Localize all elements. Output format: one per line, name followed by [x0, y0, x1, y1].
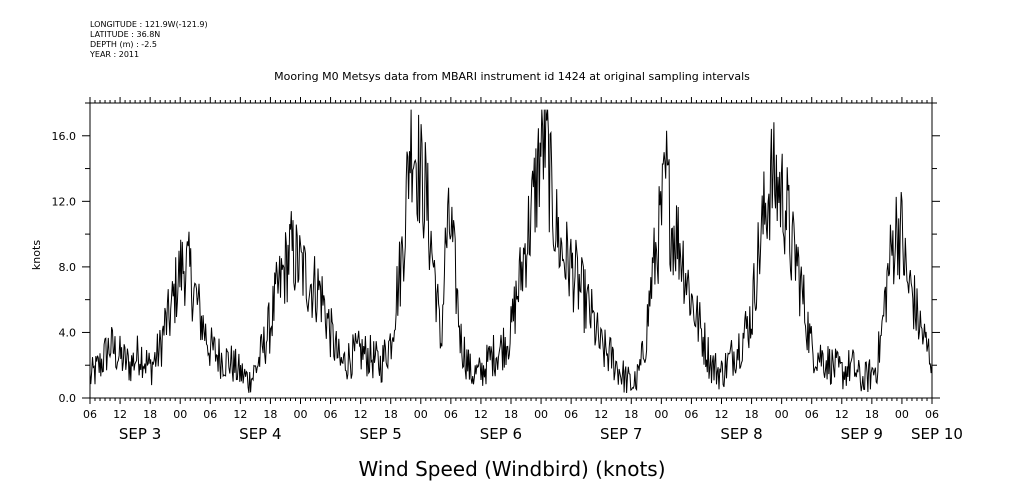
x-date-label: SEP 10 [911, 425, 963, 443]
x-date-label: SEP 3 [119, 425, 161, 443]
x-tick-label: 18 [143, 408, 157, 421]
axes-group: 06 12 18 00 06 12 18 00 06 12 18 00 06 12 18 00 06 12 18 00… [52, 97, 963, 443]
x-tick-label: 12 [233, 408, 247, 421]
x-tick-label: 06 [805, 408, 819, 421]
x-axis-label: Wind Speed (Windbird) (knots) [358, 457, 665, 481]
wind-speed-series-line [89, 109, 933, 394]
year-text: YEAR : 2011 [90, 50, 140, 59]
x-tick-label: 12 [835, 408, 849, 421]
depth-text: DEPTH (m) : -2.5 [90, 40, 157, 49]
y-axis-label: knots [30, 240, 43, 270]
x-tick-label: 18 [504, 408, 518, 421]
plot-frame [89, 102, 933, 399]
x-date-label: SEP 4 [239, 425, 281, 443]
x-date-label: SEP 8 [720, 425, 762, 443]
x-tick-label: 00 [294, 408, 308, 421]
x-tick-label: 06 [925, 408, 939, 421]
x-tick-label: 00 [775, 408, 789, 421]
x-tick-label: 12 [113, 408, 127, 421]
longitude-text: LONGITUDE : 121.9W(-121.9) [90, 20, 208, 29]
x-tick-label: 06 [684, 408, 698, 421]
x-tick-label: 06 [203, 408, 217, 421]
y-tick-label: 16.0 [52, 130, 77, 143]
x-tick-label: 12 [715, 408, 729, 421]
x-tick-label: 06 [324, 408, 338, 421]
x-tick-label: 00 [534, 408, 548, 421]
x-date-label: SEP 9 [841, 425, 883, 443]
x-tick-label: 12 [354, 408, 368, 421]
x-date-label: SEP 6 [480, 425, 522, 443]
x-tick-label: 18 [624, 408, 638, 421]
latitude-text: LATITUDE : 36.8N [90, 30, 161, 39]
x-tick-label: 00 [895, 408, 909, 421]
series-group [89, 109, 933, 394]
metadata-block: LONGITUDE : 121.9W(-121.9) LATITUDE : 36… [90, 20, 208, 60]
x-tick-label: 18 [865, 408, 879, 421]
x-tick-label: 18 [384, 408, 398, 421]
x-tick-label: 06 [444, 408, 458, 421]
x-tick-label: 00 [654, 408, 668, 421]
y-tick-label: 4.0 [59, 326, 77, 339]
x-tick-label: 12 [474, 408, 488, 421]
y-tick-label: 12.0 [52, 195, 77, 208]
x-date-label: SEP 7 [600, 425, 642, 443]
y-tick-label: 0.0 [59, 392, 77, 405]
x-date-label: SEP 5 [359, 425, 401, 443]
x-tick-label: 12 [594, 408, 608, 421]
x-tick-label: 18 [263, 408, 277, 421]
x-tick-label: 00 [414, 408, 428, 421]
y-tick-label: 8.0 [59, 261, 77, 274]
chart-title: Mooring M0 Metsys data from MBARI instru… [274, 70, 750, 83]
x-tick-label: 00 [173, 408, 187, 421]
x-tick-label: 06 [564, 408, 578, 421]
x-tick-label: 18 [745, 408, 759, 421]
x-tick-label: 06 [83, 408, 97, 421]
